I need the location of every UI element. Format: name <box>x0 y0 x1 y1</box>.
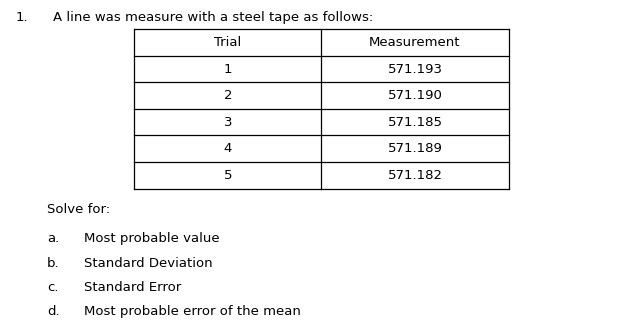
Text: Most probable error of the mean: Most probable error of the mean <box>84 305 301 318</box>
Text: 571.193: 571.193 <box>388 63 442 75</box>
Text: c.: c. <box>47 281 58 294</box>
Text: 571.189: 571.189 <box>388 142 442 155</box>
Text: Measurement: Measurement <box>369 36 461 49</box>
Text: 5: 5 <box>223 169 232 182</box>
Text: 4: 4 <box>223 142 232 155</box>
Text: 2: 2 <box>223 89 232 102</box>
Text: A line was measure with a steel tape as follows:: A line was measure with a steel tape as … <box>53 11 373 24</box>
Text: 1: 1 <box>223 63 232 75</box>
Text: d.: d. <box>47 305 59 318</box>
Text: a.: a. <box>47 232 59 245</box>
Text: Trial: Trial <box>214 36 241 49</box>
Text: 571.182: 571.182 <box>388 169 442 182</box>
Text: 1.: 1. <box>16 11 28 24</box>
Text: 571.185: 571.185 <box>388 116 442 129</box>
Text: Solve for:: Solve for: <box>47 203 110 216</box>
Text: Standard Error: Standard Error <box>84 281 182 294</box>
Text: b.: b. <box>47 257 59 270</box>
Text: 3: 3 <box>223 116 232 129</box>
Text: Most probable value: Most probable value <box>84 232 220 245</box>
Text: Standard Deviation: Standard Deviation <box>84 257 213 270</box>
Text: 571.190: 571.190 <box>388 89 442 102</box>
